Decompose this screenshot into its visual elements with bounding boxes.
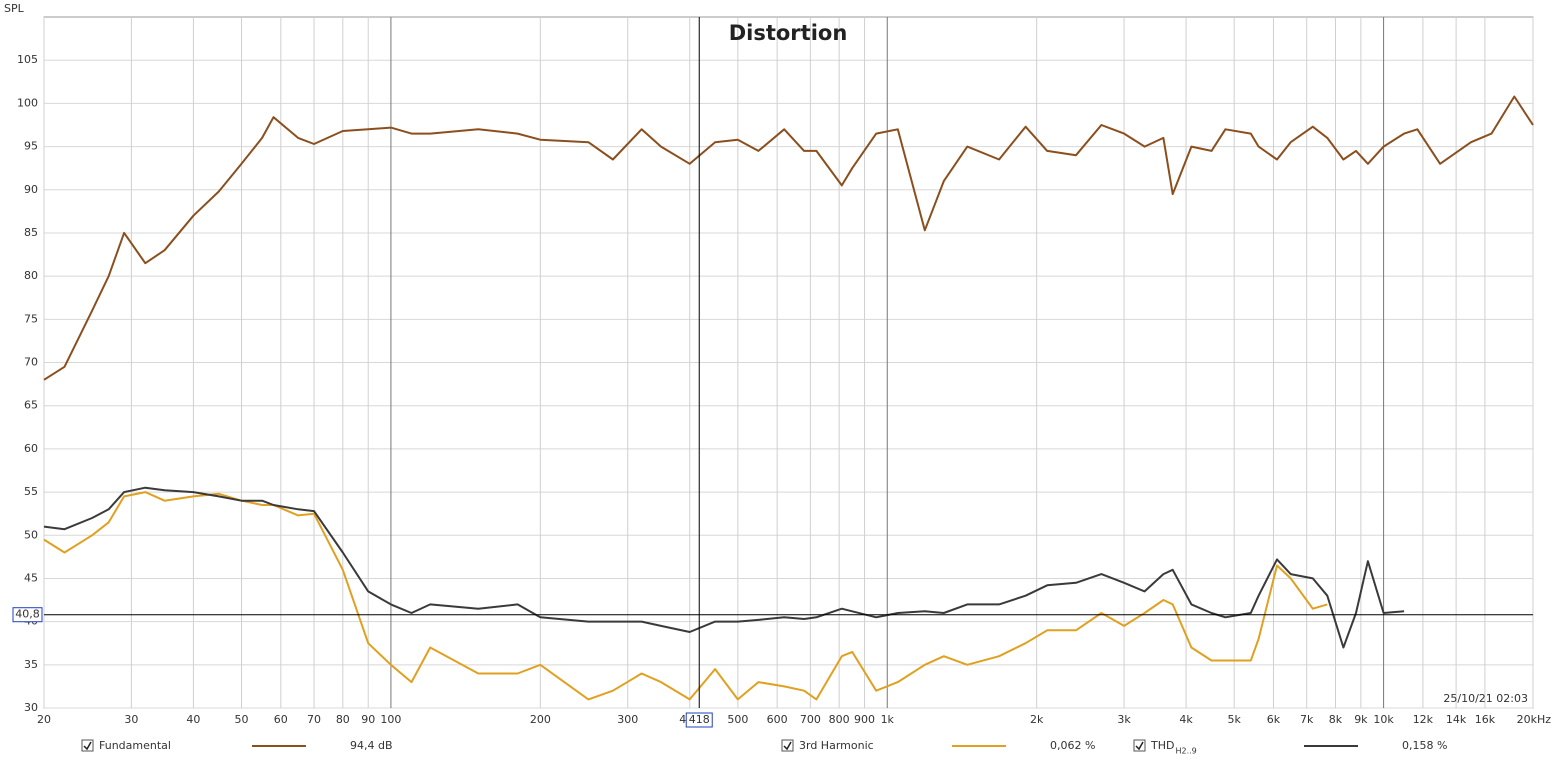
x-tick-label: 20kHz xyxy=(1517,713,1552,726)
x-tick-label: 2k xyxy=(1030,713,1044,726)
x-tick-label: 90 xyxy=(361,713,375,726)
x-tick-label: 8k xyxy=(1329,713,1343,726)
legend-checkbox xyxy=(1133,739,1146,752)
y-tick-label: 60 xyxy=(24,442,38,455)
x-tick-label: 12k xyxy=(1413,713,1434,726)
lines xyxy=(43,17,1534,708)
y-tick-label: 55 xyxy=(24,485,38,498)
cursor-y-label: 40,8 xyxy=(15,608,40,621)
x-tick-label: 800 xyxy=(829,713,850,726)
x-tick-label: 3k xyxy=(1117,713,1131,726)
labels: 3035404550556065707580859095100105203040… xyxy=(12,53,1552,756)
legend-check xyxy=(83,741,92,751)
y-tick-label: 75 xyxy=(24,312,38,325)
series-line xyxy=(43,491,1328,701)
x-tick-label: 6k xyxy=(1267,713,1281,726)
cursor-x-label: 418 xyxy=(689,713,710,726)
x-tick-label: 30 xyxy=(124,713,138,726)
x-tick-label: 4k xyxy=(1179,713,1193,726)
x-tick-label: 500 xyxy=(727,713,748,726)
y-tick-label: 35 xyxy=(24,658,38,671)
y-tick-label: 30 xyxy=(24,701,38,714)
x-tick-label: 1k xyxy=(881,713,895,726)
chart-title: Distortion xyxy=(729,21,848,45)
x-tick-label: 700 xyxy=(800,713,821,726)
legend-name: THD xyxy=(1150,739,1174,752)
y-axis-label: SPL xyxy=(4,2,25,15)
x-tick-label: 200 xyxy=(530,713,551,726)
legend-name: Fundamental xyxy=(99,739,171,752)
y-tick-label: 65 xyxy=(24,399,38,412)
x-tick-label: 300 xyxy=(617,713,638,726)
x-tick-label: 60 xyxy=(274,713,288,726)
x-tick-label: 600 xyxy=(767,713,788,726)
x-tick-label: 20 xyxy=(37,713,51,726)
legend-checkbox xyxy=(81,739,94,752)
y-tick-label: 90 xyxy=(24,183,38,196)
x-tick-label: 70 xyxy=(307,713,321,726)
series-line xyxy=(43,95,1534,381)
legend-value: 94,4 dB xyxy=(350,739,393,752)
x-tick-label: 10k xyxy=(1373,713,1394,726)
y-tick-label: 105 xyxy=(17,53,38,66)
y-tick-label: 95 xyxy=(24,140,38,153)
x-tick-label: 14k xyxy=(1446,713,1467,726)
cursor-x-box xyxy=(685,712,713,728)
legend-name: 3rd Harmonic xyxy=(799,739,874,752)
x-tick-label: 80 xyxy=(336,713,350,726)
timestamp: 25/10/21 02:03 xyxy=(1443,692,1528,705)
x-tick-label: 40 xyxy=(186,713,200,726)
x-tick-label: 900 xyxy=(854,713,875,726)
x-tick-label: 16k xyxy=(1475,713,1496,726)
x-tick-label: 5k xyxy=(1227,713,1241,726)
x-tick-label: 9k xyxy=(1354,713,1368,726)
grid xyxy=(43,17,1534,709)
y-tick-label: 45 xyxy=(24,571,38,584)
legend-value: 0,062 % xyxy=(1050,739,1095,752)
y-tick-label: 80 xyxy=(24,269,38,282)
legend-check xyxy=(783,741,792,751)
y-tick-label: 50 xyxy=(24,528,38,541)
legend-value: 0,158 % xyxy=(1402,739,1447,752)
x-tick-label: 100 xyxy=(380,713,401,726)
y-tick-label: 70 xyxy=(24,356,38,369)
legend-checkbox xyxy=(781,739,794,752)
y-tick-label: 85 xyxy=(24,226,38,239)
x-tick-label: 50 xyxy=(235,713,249,726)
legend-check xyxy=(1135,741,1144,751)
cursor-y-box xyxy=(12,607,43,623)
x-tick-label: 7k xyxy=(1300,713,1314,726)
legend-subscript: H2..9 xyxy=(1175,747,1196,756)
y-tick-label: 100 xyxy=(17,96,38,109)
